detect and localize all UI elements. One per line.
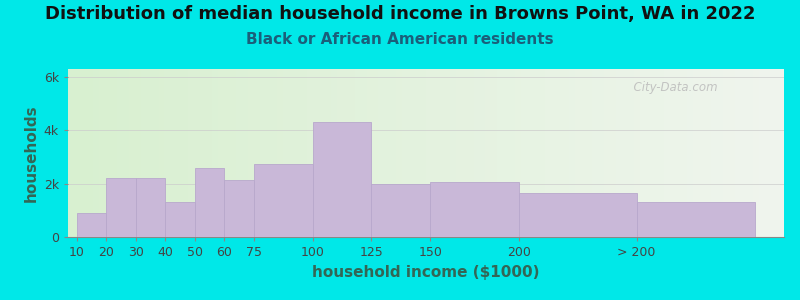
Bar [224,180,254,237]
Text: Black or African American residents: Black or African American residents [246,32,554,46]
Bar [194,168,224,237]
Y-axis label: households: households [23,104,38,202]
Bar [254,164,313,237]
Text: Distribution of median household income in Browns Point, WA in 2022: Distribution of median household income … [45,4,755,22]
Bar [371,184,430,237]
Bar [77,213,106,237]
Text: City-Data.com: City-Data.com [626,81,718,94]
Bar [106,178,136,237]
Bar [313,122,371,237]
Bar [166,202,194,237]
Bar [637,202,754,237]
Bar [430,182,519,237]
Bar [519,193,637,237]
Bar [136,178,166,237]
X-axis label: household income ($1000): household income ($1000) [312,265,540,280]
